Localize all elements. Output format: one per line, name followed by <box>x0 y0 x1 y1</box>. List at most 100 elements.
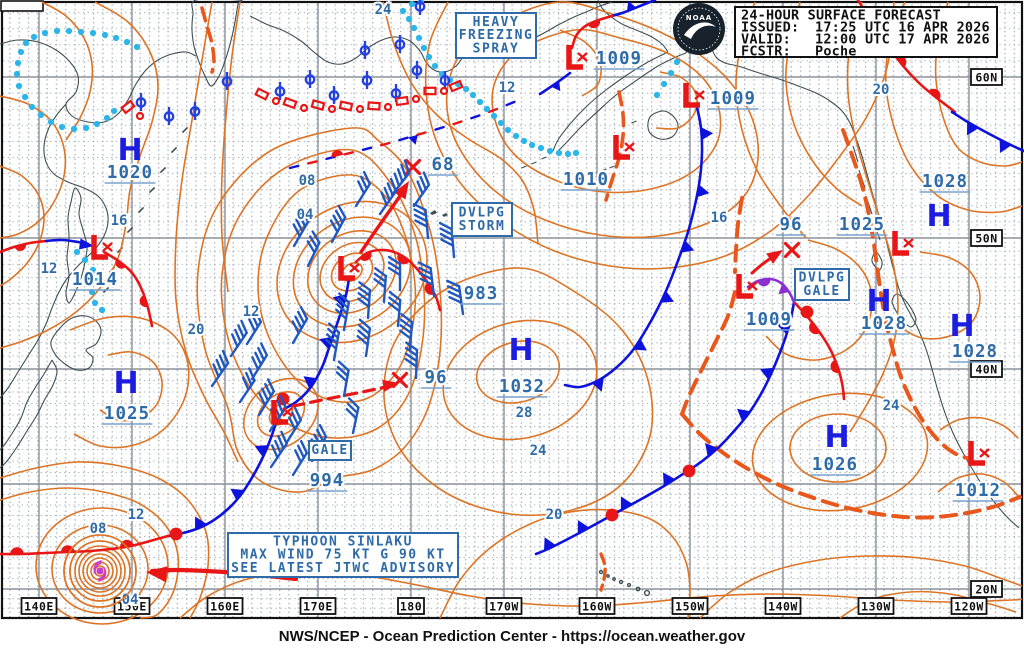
low-value-label: 994 <box>310 471 345 491</box>
low-value-label: 1012 <box>955 481 1001 501</box>
gale-callout: GALE <box>308 440 352 461</box>
longitude-label-text: 120W <box>954 600 984 614</box>
longitude-label-text: 150E <box>117 600 147 614</box>
header-title: 24-HOUR SURFACE FORECAST <box>741 8 941 24</box>
dvlpg-storm-callout-text: STORM <box>459 219 506 234</box>
low-symbol <box>613 135 635 160</box>
heavy-freezing-spray-callout-text: SPRAY <box>473 42 520 57</box>
isobar-label: 04 <box>122 592 139 608</box>
latitude-label: 60N <box>970 68 1003 86</box>
low-symbol <box>566 45 588 70</box>
high-value-label: 1032 <box>499 377 545 397</box>
isobar-label: 16 <box>711 210 728 226</box>
longitude-label: 120W <box>950 597 988 615</box>
low-value-label: 983 <box>464 284 499 304</box>
isobar-label: 08 <box>299 173 316 189</box>
isobar-label: 20 <box>546 507 563 523</box>
high-symbol: H <box>926 199 951 234</box>
graticule-labels: 60N 50N 40N 20N 140E 150E 160E 170E 180 170W 160W 1… <box>20 68 1003 615</box>
header-row-value: 12:00 UTC 17 APR 2026 <box>815 32 990 48</box>
high-symbol: H <box>866 284 891 319</box>
high-symbol: H <box>824 420 849 455</box>
freezing-spray-symbols <box>135 0 451 125</box>
pressure-center-low: 983 <box>338 256 502 306</box>
latitude-label: 40N <box>970 360 1003 378</box>
low-value-label: 1009 <box>746 310 792 330</box>
footer-credit: NWS/NCEP - Ocean Prediction Center - htt… <box>279 628 746 645</box>
latitude-label: 20N <box>970 580 1003 598</box>
island-specks <box>430 210 448 217</box>
pressure-center-low: 1009 <box>566 45 645 71</box>
latitude-label-text: 40N <box>975 363 997 377</box>
noaa-logo: NOAA <box>673 3 725 55</box>
pressure-center-high: H 1032 <box>496 333 548 399</box>
isobar-label: 12 <box>128 507 145 523</box>
high-value-label: 1020 <box>107 163 153 183</box>
pressure-center-low: 1009 <box>736 274 795 332</box>
high-value-label: 1026 <box>812 455 858 475</box>
pressure-center-low: 1012 <box>952 441 1004 503</box>
longitude-label-text: 140E <box>24 600 54 614</box>
isobar-label: 20 <box>188 322 205 338</box>
noaa-logo-text: NOAA <box>686 14 712 22</box>
pressure-center-high: H 1025 <box>101 366 153 426</box>
isobar-label: 08 <box>90 521 107 537</box>
header-row-value: Poche <box>815 44 857 60</box>
longitude-label: 150E <box>113 597 151 615</box>
pressure-center-low: 1009 <box>683 83 759 111</box>
grid-minor <box>3 2 1021 618</box>
ice-edge <box>120 79 464 121</box>
header-row-label: VALID: <box>741 32 791 48</box>
latitude-label: 50N <box>970 229 1003 247</box>
high-value-label: 1025 <box>104 404 150 424</box>
pressure-center-low: 1025 <box>836 213 914 256</box>
longitude-label: 140W <box>764 597 802 615</box>
isobar-label: 20 <box>873 82 890 98</box>
longitude-label-text: 160W <box>582 600 612 614</box>
longitude-label-text: 170W <box>489 600 519 614</box>
high-symbol: H <box>949 309 974 344</box>
pressure-center-low: 1010 <box>560 135 635 192</box>
low-symbol <box>683 83 705 108</box>
typhoon-advisory-callout-text: SEE LATEST JTWC ADVISORY <box>231 561 455 576</box>
forecast-position-value: 96 <box>779 215 802 235</box>
low-value-label: 1025 <box>839 215 885 235</box>
low-value-label: 1010 <box>563 170 609 190</box>
longitude-label: 160E <box>206 597 244 615</box>
latitude-label-text: 60N <box>975 71 997 85</box>
isobar-label: 12 <box>41 261 58 277</box>
low-symbol <box>338 256 360 281</box>
isobar-label: 12 <box>243 304 260 320</box>
typhoon-spiral-overlay <box>63 534 137 608</box>
trough-lines <box>200 6 1022 592</box>
longitude-label-text: 150W <box>675 600 705 614</box>
longitude-label: 150W <box>671 597 709 615</box>
grid-major <box>3 2 1021 618</box>
typhoon-symbol <box>93 560 107 582</box>
header-row-label: FCSTR: <box>741 44 791 60</box>
high-value-label: 1028 <box>952 342 998 362</box>
latitude-label-text: 20N <box>975 583 997 597</box>
dvlpg-storm-callout-text: DVLPG <box>459 206 506 221</box>
longitude-label-text: 180 <box>400 600 422 614</box>
high-symbol: H <box>508 333 533 368</box>
isobar-label: 16 <box>111 213 128 229</box>
heavy-freezing-spray-callout-text: FREEZING <box>459 28 534 43</box>
low-symbol <box>91 235 113 260</box>
high-symbol: H <box>117 133 142 168</box>
longitude-label-text: 130W <box>861 600 891 614</box>
latitude-label-text: 50N <box>975 232 997 246</box>
isobar-label: 04 <box>297 207 314 223</box>
